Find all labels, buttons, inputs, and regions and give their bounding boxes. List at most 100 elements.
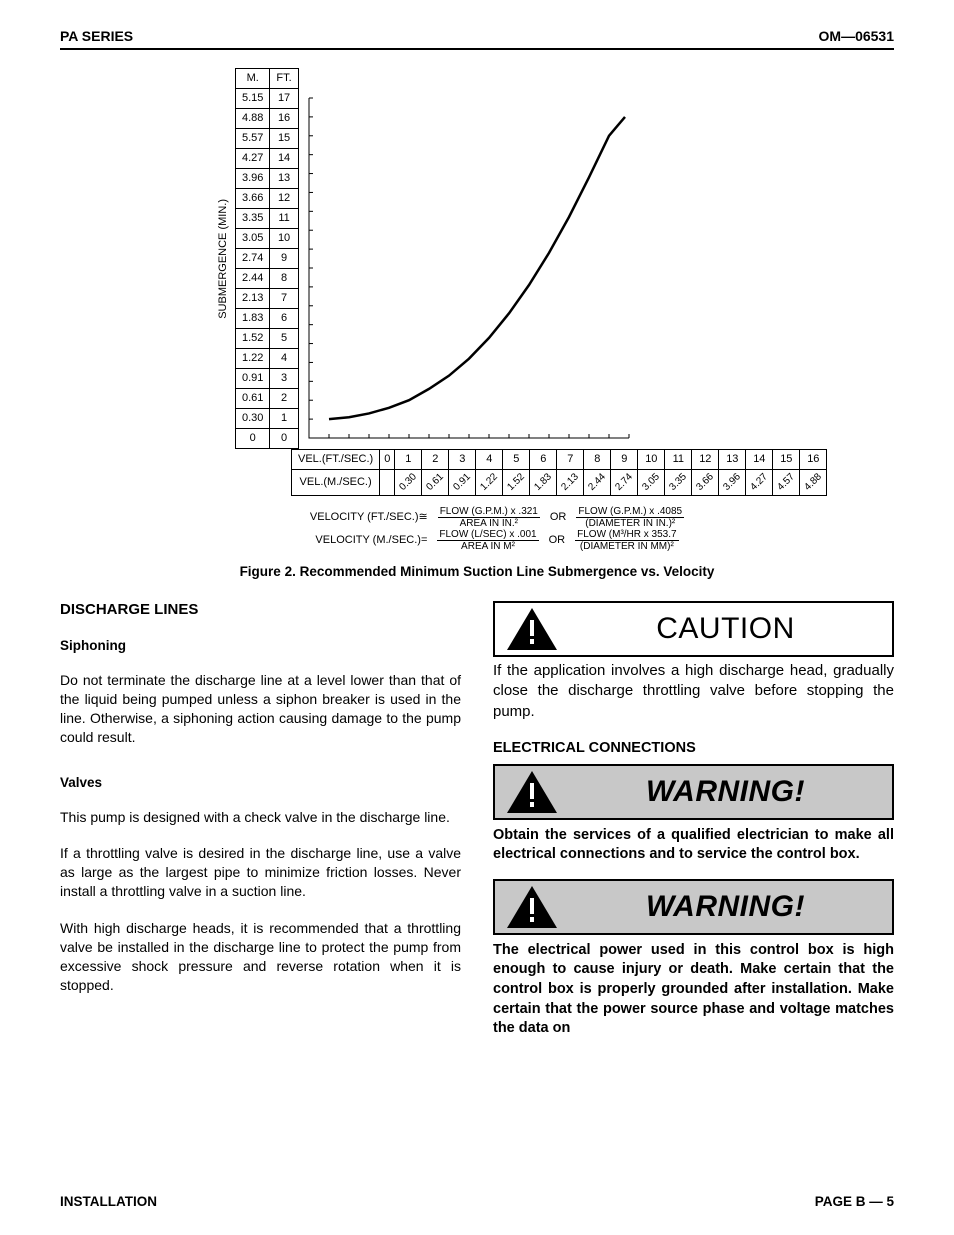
para-caution: If the application involves a high disch…	[493, 661, 894, 722]
x-cell: 11	[665, 450, 692, 470]
formula1-label: VELOCITY (FT./SEC.)≅	[310, 507, 428, 528]
x-axis-table: VEL.(FT./SEC.)012345678910111213141516 V…	[291, 449, 827, 496]
para-valves-1: This pump is designed with a check valve…	[60, 808, 461, 827]
x-cell: 2	[422, 450, 449, 470]
y-cell: 3	[270, 369, 298, 389]
figure-caption: Figure 2. Recommended Minimum Suction Li…	[60, 564, 894, 579]
chart-figure: SUBMERGENCE (MIN.) M.FT. 5.15174.88165.5…	[217, 68, 737, 552]
warning-box-1: WARNING!	[493, 764, 894, 820]
x-cell	[380, 470, 395, 496]
y-cell: 17	[270, 89, 298, 109]
x-cell: 7	[557, 450, 584, 470]
x-cell: 14	[746, 450, 773, 470]
velocity-formulas: VELOCITY (FT./SEC.)≅ FLOW (G.P.M.) x .32…	[257, 506, 737, 552]
x-cell: 2.44	[584, 470, 611, 496]
y-cell: 3.66	[236, 189, 270, 209]
y-cell: 2.74	[236, 249, 270, 269]
warning-triangle-icon	[505, 606, 559, 652]
x-cell: 1.22	[476, 470, 503, 496]
x-cell: 1.52	[503, 470, 530, 496]
x-cell: 3.35	[665, 470, 692, 496]
y-axis-table: M.FT. 5.15174.88165.57154.27143.96133.66…	[235, 68, 299, 449]
y-cell: 2.44	[236, 269, 270, 289]
y-cell: 1.22	[236, 349, 270, 369]
formula1-or: OR	[550, 507, 567, 528]
y-cell: 3.96	[236, 169, 270, 189]
y-cell: 4	[270, 349, 298, 369]
y-cell: 3.35	[236, 209, 270, 229]
x-cell: 3.66	[692, 470, 719, 496]
submergence-curve	[329, 117, 625, 419]
x-cell: 1.83	[530, 470, 557, 496]
x-cell: 10	[638, 450, 665, 470]
y-cell: 11	[270, 209, 298, 229]
x-cell: 15	[773, 450, 800, 470]
x-cell: 4	[476, 450, 503, 470]
x-row2-label: VEL.(M./SEC.)	[292, 470, 380, 496]
y-cell: 10	[270, 229, 298, 249]
y-cell: 8	[270, 269, 298, 289]
y-cell: 0.30	[236, 409, 270, 429]
x-row1-label: VEL.(FT./SEC.)	[292, 450, 380, 470]
heading-discharge-lines: DISCHARGE LINES	[60, 601, 461, 618]
warning-box-2: WARNING!	[493, 879, 894, 935]
y-cell: 5.15	[236, 89, 270, 109]
x-cell: 3.96	[719, 470, 746, 496]
y-cell: 4.27	[236, 149, 270, 169]
x-cell: 5	[503, 450, 530, 470]
x-cell: 3.05	[638, 470, 665, 496]
caution-box: CAUTION	[493, 601, 894, 657]
x-cell: 9	[611, 450, 638, 470]
left-column: DISCHARGE LINES Siphoning Do not termina…	[60, 601, 461, 1053]
page-footer: INSTALLATION PAGE B — 5	[60, 1194, 894, 1209]
y-cell: 16	[270, 109, 298, 129]
x-cell: 0.61	[422, 470, 449, 496]
y-header-cell: M.	[236, 69, 270, 89]
heading-siphoning: Siphoning	[60, 638, 461, 653]
y-cell: 5.57	[236, 129, 270, 149]
y-cell: 2	[270, 389, 298, 409]
y-cell: 6	[270, 309, 298, 329]
chart-plot	[299, 68, 639, 448]
x-cell: 12	[692, 450, 719, 470]
warning-label-1: WARNING!	[559, 775, 892, 809]
header-right: OM—06531	[819, 28, 894, 44]
y-cell: 5	[270, 329, 298, 349]
y-cell: 0	[270, 429, 298, 449]
x-cell: 4.57	[773, 470, 800, 496]
text-columns: DISCHARGE LINES Siphoning Do not termina…	[60, 601, 894, 1053]
y-cell: 12	[270, 189, 298, 209]
para-warning-1: Obtain the services of a qualified elect…	[493, 826, 894, 865]
heading-electrical: ELECTRICAL CONNECTIONS	[493, 740, 894, 756]
x-cell: 16	[800, 450, 827, 470]
y-axis-label: SUBMERGENCE (MIN.)	[217, 199, 229, 319]
para-valves-2: If a throttling valve is desired in the …	[60, 844, 461, 901]
x-cell: 4.88	[800, 470, 827, 496]
x-cell: 4.27	[746, 470, 773, 496]
para-warning-2: The electrical power used in this contro…	[493, 941, 894, 1039]
formula2-or: OR	[549, 530, 566, 551]
x-cell: 6	[530, 450, 557, 470]
y-cell: 1.52	[236, 329, 270, 349]
x-cell: 2.13	[557, 470, 584, 496]
y-cell: 13	[270, 169, 298, 189]
y-cell: 1	[270, 409, 298, 429]
right-column: CAUTION If the application involves a hi…	[493, 601, 894, 1053]
para-valves-3: With high discharge heads, it is recomme…	[60, 919, 461, 995]
formula2-frac2: FLOW (M³/HR x 353.7 (DIAMETER IN MM)²	[575, 529, 678, 552]
y-header-cell: FT.	[270, 69, 298, 89]
para-siphoning: Do not terminate the discharge line at a…	[60, 671, 461, 747]
caution-label: CAUTION	[559, 612, 892, 646]
y-cell: 0.61	[236, 389, 270, 409]
x-cell: 0.30	[395, 470, 422, 496]
x-cell: 1	[395, 450, 422, 470]
y-cell: 0.91	[236, 369, 270, 389]
formula2-frac1: FLOW (L/SEC) x .001 AREA IN M²	[437, 529, 538, 552]
page-header: PA SERIES OM—06531	[60, 28, 894, 50]
x-cell: 3	[449, 450, 476, 470]
x-cell: 0	[380, 450, 395, 470]
formula2-label: VELOCITY (M./SEC.)=	[315, 530, 427, 551]
y-cell: 7	[270, 289, 298, 309]
y-cell: 4.88	[236, 109, 270, 129]
x-cell: 13	[719, 450, 746, 470]
